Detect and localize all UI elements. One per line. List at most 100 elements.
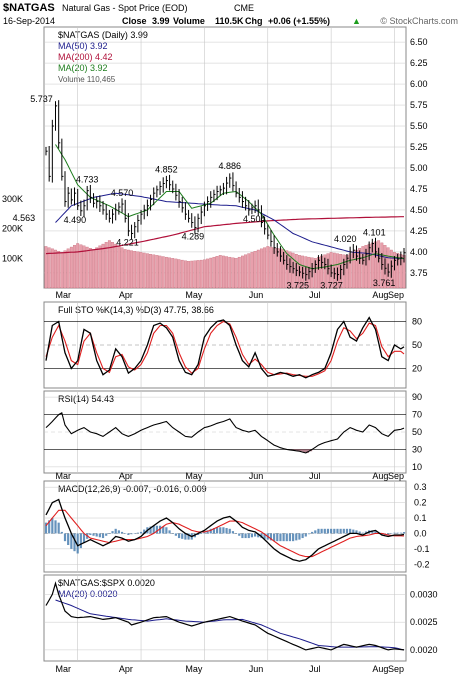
volume-bar xyxy=(269,246,273,289)
volume-bar xyxy=(139,252,143,289)
macd-histogram-bar xyxy=(215,527,219,534)
ratio-title: $NATGAS:$SPX 0.0020 xyxy=(58,578,155,588)
macd-histogram-bar xyxy=(111,531,114,534)
macd-panel xyxy=(43,480,407,573)
volume-bar xyxy=(145,253,149,289)
header-chg-label: Chg xyxy=(245,16,263,26)
volume-tick-label: 100K xyxy=(2,253,23,263)
macd-histogram-bar xyxy=(320,528,323,534)
price-tick-label: 5.75 xyxy=(410,100,428,110)
volume-bar xyxy=(358,248,362,289)
ma50-line xyxy=(55,192,405,260)
volume-bar xyxy=(228,256,232,289)
volume-bar xyxy=(104,242,108,289)
macd-histogram-bar xyxy=(152,525,155,534)
macd-histogram-bar xyxy=(108,533,111,534)
volume-bar xyxy=(152,254,156,289)
header-date: 16-Sep-2014 xyxy=(3,16,55,26)
volume-bar xyxy=(241,255,244,289)
macd-histogram-bar xyxy=(222,527,225,534)
macd-histogram-bar xyxy=(171,533,174,534)
macd-line xyxy=(45,498,405,562)
stoch-k-line xyxy=(45,316,405,379)
price-annotations: 5.737 4.563 4.733 4.490 4.570 4.221 4.852 4.289… xyxy=(13,94,396,291)
price-tick-label: 6.25 xyxy=(410,58,428,68)
price-annotation: 4.733 xyxy=(76,175,99,185)
volume-bar xyxy=(171,258,175,289)
rsi-line xyxy=(45,411,405,454)
macd-histogram-bar xyxy=(76,533,79,554)
month-label: Sep xyxy=(388,664,404,674)
volume-bar xyxy=(196,260,200,289)
volume-bar xyxy=(85,246,89,289)
macd-histogram-bar xyxy=(51,518,54,534)
header-close: 3.99 xyxy=(152,16,170,26)
macd-tick-label: 0.3 xyxy=(414,482,427,492)
month-label: Sep xyxy=(388,290,404,300)
macd-histogram-bar xyxy=(158,525,162,534)
legend-volume: Volume 110,465 xyxy=(58,75,116,84)
macd-histogram-bar xyxy=(244,533,247,539)
macd-histogram-bar xyxy=(206,530,209,534)
price-title: $NATGAS (Daily) 3.99 xyxy=(58,30,148,40)
price-annotation: 5.737 xyxy=(30,94,53,104)
macd-histogram-bar xyxy=(250,533,254,538)
macd-histogram-bar xyxy=(374,530,377,534)
month-label: Jul xyxy=(309,290,321,300)
month-label: Jun xyxy=(249,664,264,674)
month-label: Jul xyxy=(309,664,321,674)
macd-histogram-bar xyxy=(399,532,402,534)
macd-histogram-bar xyxy=(352,529,355,534)
macd-histogram-bar xyxy=(105,533,108,536)
rsi-tick-label: 90 xyxy=(412,392,422,402)
macd-histogram-bar xyxy=(177,533,181,539)
volume-bar xyxy=(120,247,124,289)
volume-bar xyxy=(253,251,257,289)
rsi-tick-label: 10 xyxy=(412,462,422,472)
macd-histogram-bar xyxy=(276,533,279,542)
header-name: Natural Gas - Spot Price (EOD) xyxy=(62,3,188,13)
macd-histogram-bar xyxy=(253,533,257,537)
legend-ma50: MA(50) 3.92 xyxy=(58,41,108,51)
macd-histogram-bar xyxy=(67,533,70,546)
macd-histogram-bar xyxy=(241,533,244,539)
ratio-line xyxy=(45,581,405,651)
price-annotation: 4.563 xyxy=(13,213,36,223)
month-label: May xyxy=(185,471,203,481)
macd-histogram-bar xyxy=(282,533,285,542)
volume-bar xyxy=(44,246,48,289)
macd-histogram-bar xyxy=(231,531,235,534)
price-annotation: 4.504 xyxy=(243,214,266,224)
volume-bar xyxy=(187,261,190,289)
macd-histogram-bar xyxy=(364,531,368,534)
header-volume: 110.5K xyxy=(215,16,244,26)
macd-histogram-bar xyxy=(174,533,177,536)
macd-histogram-bar xyxy=(117,530,120,534)
macd-histogram-bar xyxy=(73,533,76,552)
month-label: Aug xyxy=(372,471,388,481)
macd-tick-label: -0.1 xyxy=(414,544,430,554)
macd-histogram-bar xyxy=(247,533,250,539)
header-volume-label: Volume xyxy=(173,16,205,26)
macd-histogram-bar xyxy=(79,533,82,549)
month-label: May xyxy=(185,664,203,674)
price-annotation: 4.221 xyxy=(116,237,139,247)
volume-bar xyxy=(209,257,213,289)
volume-bar xyxy=(69,246,73,289)
macd-histogram-bar xyxy=(390,533,393,534)
macd-histogram-bar xyxy=(295,533,298,541)
volume-bar xyxy=(123,249,127,289)
volume-bar xyxy=(263,247,267,289)
volume-bar xyxy=(133,251,137,289)
macd-histogram-bar xyxy=(98,533,101,538)
macd-histogram-bar xyxy=(304,533,307,537)
month-label: Jun xyxy=(249,471,264,481)
volume-bar xyxy=(142,252,146,289)
macd-histogram-bar xyxy=(184,533,187,540)
rsi-tick-label: 70 xyxy=(412,410,422,420)
volume-bar xyxy=(225,256,229,289)
volume-bar xyxy=(193,260,197,289)
price-annotation: 4.020 xyxy=(334,234,357,244)
volume-bar xyxy=(161,256,165,289)
